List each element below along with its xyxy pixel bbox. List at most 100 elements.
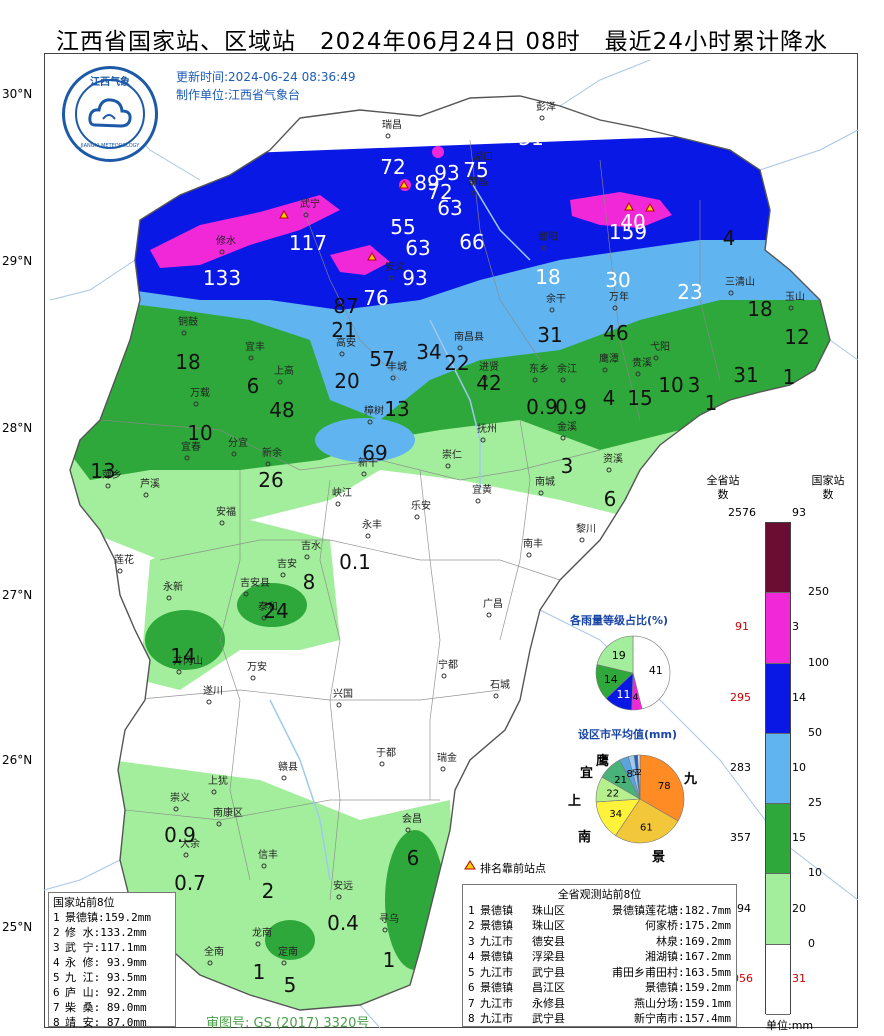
pie-slice: [639, 754, 685, 822]
city-marker: [602, 367, 608, 373]
station-value: 72: [427, 180, 452, 204]
station-value: 75: [463, 158, 488, 182]
legend-count-nat: 20: [792, 901, 806, 915]
city-marker: [457, 345, 463, 351]
city-marker: [280, 572, 286, 578]
city-marker: [303, 212, 309, 218]
city-marker: [206, 699, 212, 705]
legend-count-all: 357: [730, 831, 751, 845]
city-label: 吉安县: [240, 576, 270, 589]
lat-label-27: 27°N: [2, 588, 33, 602]
station-value: 18: [535, 265, 560, 289]
station-value: 3: [688, 373, 701, 397]
city-marker: [143, 492, 149, 498]
station-value: 6: [407, 846, 420, 870]
station-value: 20: [334, 369, 359, 393]
station-value: 55: [390, 215, 415, 239]
city-label: 弋阳: [650, 340, 670, 353]
station-value: 69: [362, 441, 387, 465]
city-marker: [579, 537, 585, 543]
city-label: 分宜: [228, 436, 248, 449]
pie2-name-nanchang: 南: [578, 830, 592, 845]
map-title: 江西省国家站、区域站 2024年06月24日 08时 最近24小时累计降水: [56, 29, 828, 55]
legend-total-nat: 93: [792, 506, 806, 519]
city-label: 兴国: [333, 688, 353, 700]
city-label: 南丰: [523, 537, 543, 550]
station-value: 93: [434, 161, 459, 185]
station-value: 13: [90, 459, 115, 483]
station-value: 26: [258, 468, 283, 492]
city-label: 信丰: [258, 848, 278, 861]
city-marker: [216, 821, 222, 827]
station-value: 1: [383, 948, 396, 972]
city-label: 鹰潭: [599, 352, 619, 365]
pie-label: 34: [609, 809, 622, 820]
station-value: 48: [269, 398, 294, 422]
city-marker: [382, 927, 388, 933]
station-value: 93: [402, 266, 427, 290]
national-ranking-title: 国家站前8位: [53, 896, 115, 909]
city-label: 寻乌: [379, 912, 399, 925]
city-marker: [635, 371, 641, 377]
legend-bound: 250: [808, 585, 829, 599]
city-marker: [336, 702, 342, 708]
legend-count-nat: 31: [792, 971, 806, 985]
city-marker: [405, 827, 411, 833]
city-label: 龙南: [252, 926, 272, 939]
city-marker: [231, 451, 237, 457]
all-ranking-row: 7 九江市 永修县 燕山分场:159.1mm: [468, 996, 731, 1010]
city-label: 都昌: [468, 176, 488, 188]
city-marker: [385, 133, 391, 139]
station-value: 1: [705, 391, 718, 415]
legend-unit: 单位:mm: [766, 1019, 814, 1032]
station-value: 57: [369, 347, 394, 371]
all-ranking-row: 5 九江市 武宁县 甫田乡甫田村:163.5mm: [468, 965, 731, 979]
station-value: 89: [414, 171, 439, 195]
city-marker: [211, 789, 217, 795]
city-label: 遂川: [203, 684, 223, 697]
pie2-name-jingdezhen: 景: [652, 850, 666, 865]
station-value: 0.9: [555, 395, 587, 419]
station-value: 6: [604, 487, 617, 511]
pie-label: 78: [658, 781, 671, 792]
legend-colorbar: [765, 522, 791, 1015]
station-value: 40: [620, 210, 645, 234]
station-value: 4: [603, 386, 616, 410]
city-label: 崇仁: [442, 449, 462, 461]
city-marker: [173, 806, 179, 812]
map-frame: [44, 53, 858, 1028]
city-label: 南昌县: [454, 330, 484, 343]
legend-bound: 25: [808, 796, 822, 810]
city-label: 黎川: [576, 522, 596, 535]
city-marker: [493, 693, 499, 699]
lat-label-28: 28°N: [2, 421, 33, 435]
city-label: 资溪: [603, 453, 623, 465]
station-value: 23: [677, 280, 702, 304]
city-marker: [304, 554, 310, 560]
station-value: 0.9: [526, 395, 558, 419]
city-label: 安福: [216, 505, 236, 518]
city-label: 赣县: [278, 760, 298, 773]
national-ranking-row: 1 景德镇:159.2mm: [53, 911, 151, 924]
city-marker: [248, 355, 254, 361]
city-label: 崇义: [170, 792, 190, 804]
station-value: 1: [253, 960, 266, 984]
legend-band: [766, 593, 790, 664]
city-marker: [166, 595, 172, 601]
legend-bound: 50: [808, 725, 822, 739]
pie-label: 41: [649, 664, 663, 677]
city-marker: [475, 498, 481, 504]
logo-subtext: JIANGXI METEOROLOGY: [80, 143, 140, 149]
legend-total-all: 2576: [728, 506, 756, 519]
station-value: 0.7: [174, 871, 206, 895]
pie-slice: [596, 635, 634, 674]
city-marker: [788, 305, 794, 311]
city-label: 峡江: [332, 486, 352, 499]
city-marker: [538, 490, 544, 496]
city-marker: [526, 552, 532, 558]
city-label: 瑞昌: [382, 119, 402, 131]
